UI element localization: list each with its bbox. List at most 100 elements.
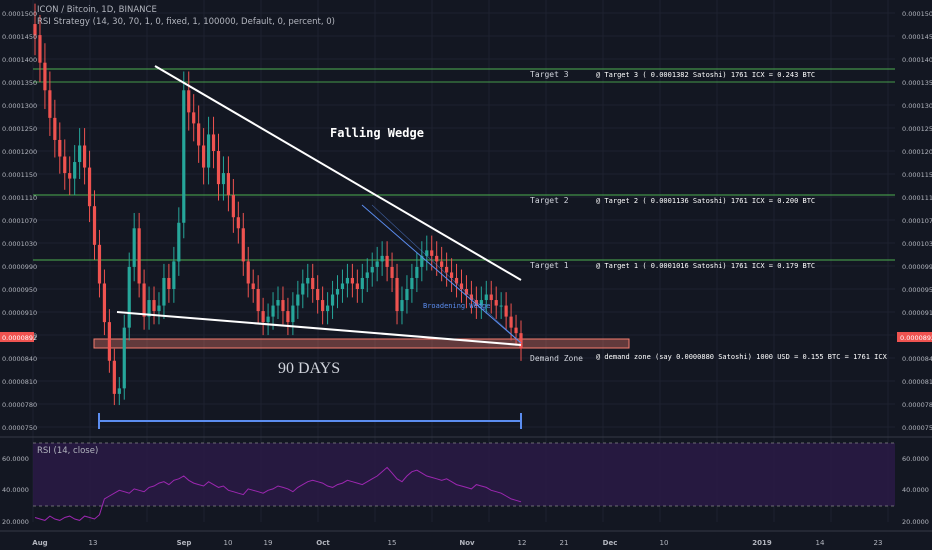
- price-tick-left: 0.0000750: [2, 424, 37, 432]
- demand-zone-box[interactable]: [93, 338, 630, 349]
- candle-body: [192, 112, 196, 124]
- current-price-badge-right: 0.0000892: [897, 332, 932, 342]
- price-tick-right: 0.0001030: [902, 240, 932, 248]
- candlestick-series: [33, 3, 523, 406]
- candle-body: [187, 90, 191, 113]
- broadening-wedge-label: Broadening Wedge: [423, 302, 490, 310]
- price-tick-right: 0.0000950: [902, 286, 932, 294]
- candle-body: [82, 145, 87, 168]
- candle-body: [375, 261, 379, 267]
- candle-body: [226, 173, 231, 196]
- candle-body: [296, 294, 300, 306]
- target-label: Target 2: [530, 196, 569, 205]
- candle-body: [112, 360, 116, 394]
- broadening-wedge-line-a[interactable]: [361, 204, 522, 344]
- price-tick-right: 0.0000810: [902, 378, 932, 386]
- price-tick-left: 0.0001150: [2, 171, 37, 179]
- price-tick-right: 0.0001250: [902, 125, 932, 133]
- candle-body: [301, 283, 305, 295]
- candle-body: [484, 294, 488, 301]
- candle-body: [420, 255, 424, 267]
- candle-body: [316, 289, 320, 301]
- candle-body: [197, 123, 201, 146]
- target-label: Target 1: [530, 261, 569, 270]
- candle-body: [365, 272, 369, 278]
- price-tick-left: 0.0000840: [2, 355, 37, 363]
- current-price-badge-left: 0.0000892: [0, 332, 37, 342]
- price-axis-right[interactable]: 0.0001500 0.0001450 0.0001400 0.0001350 0.00…: [902, 10, 932, 432]
- candle-body: [494, 300, 498, 306]
- candle-body: [370, 266, 374, 273]
- candle-body: [325, 305, 330, 312]
- price-tick-right: 0.0001070: [902, 217, 932, 225]
- candle-body: [92, 206, 97, 245]
- demand-zone-note: @ demand zone (say 0.0000880 Satoshi) 10…: [596, 353, 888, 361]
- candle-body: [256, 289, 260, 312]
- candle-body: [206, 134, 211, 168]
- target-annotations: Target 3 @ Target 3 ( 0.0001382 Satoshi) …: [530, 70, 815, 270]
- candle-body: [445, 266, 449, 273]
- price-tick-left: 0.0000990: [2, 263, 37, 271]
- rsi-series: [34, 466, 522, 521]
- broadening-wedge-line-b[interactable]: [371, 204, 522, 344]
- price-tick-right: 0.0000780: [902, 401, 932, 409]
- price-tick-right: 0.0000910: [902, 309, 932, 317]
- candle-body: [73, 162, 77, 179]
- time-tick: 19: [264, 539, 273, 547]
- price-tick-right: 0.0001300: [902, 102, 932, 110]
- rsi-tick-left: 60.0000: [2, 455, 29, 463]
- price-tick-left: 0.0000780: [2, 401, 37, 409]
- candle-body: [177, 222, 181, 262]
- candle-body: [430, 250, 434, 256]
- candle-body: [157, 305, 161, 312]
- candle-body: [360, 277, 364, 289]
- candle-body: [221, 173, 226, 185]
- candle-body: [152, 300, 156, 312]
- candle-body: [167, 277, 171, 289]
- svg-text:0.0000892: 0.0000892: [2, 334, 37, 342]
- range-bar[interactable]: [98, 413, 522, 429]
- time-tick: 12: [518, 539, 527, 547]
- candle-body: [459, 283, 464, 289]
- candle-body: [340, 283, 345, 289]
- candle-body: [345, 277, 350, 284]
- candle-body: [202, 145, 206, 168]
- rsi-tick-left: 20.0000: [2, 518, 29, 526]
- price-tick-left: 0.0001110: [2, 194, 37, 202]
- rsi-axis: 60.0000 60.0000 40.0000 40.0000 20.0000 20.00…: [2, 455, 929, 526]
- candle-body: [479, 300, 483, 306]
- candle-body: [53, 117, 57, 140]
- time-tick: 15: [388, 539, 397, 547]
- candle-body: [271, 305, 275, 317]
- candle-body: [261, 311, 265, 323]
- candle-body: [380, 255, 384, 262]
- time-tick: Sep: [177, 539, 192, 547]
- time-tick: Nov: [459, 539, 475, 547]
- wedge-lower-trendline[interactable]: [116, 311, 522, 346]
- demand-zone-label: Demand Zone: [530, 354, 583, 363]
- target-label: Target 3: [530, 70, 569, 79]
- price-tick-left: 0.0000810: [2, 378, 37, 386]
- wedge-upper-trendline[interactable]: [154, 65, 522, 281]
- strategy-label[interactable]: RSI Strategy (14, 30, 70, 1, 0, fixed, 1…: [37, 17, 336, 27]
- candle-body: [400, 300, 404, 312]
- candle-body: [350, 277, 354, 284]
- candle-body: [68, 173, 72, 179]
- candle-body: [405, 289, 409, 301]
- rsi-label[interactable]: RSI (14, close): [37, 446, 99, 456]
- candle-body: [231, 195, 235, 218]
- price-tick-left: 0.0000910: [2, 309, 37, 317]
- price-tick-left: 0.0001400: [2, 56, 37, 64]
- price-tick-right: 0.0001200: [902, 148, 932, 156]
- candle-body: [440, 261, 444, 267]
- ninety-days-label: 90 DAYS: [278, 360, 340, 377]
- time-axis[interactable]: Aug 13 Sep 10 19 Oct 15 Nov 12 21 Dec 10 2019 14 23: [0, 530, 932, 547]
- symbol-title[interactable]: ICON / Bitcoin, 1D, BINANCE: [37, 5, 157, 15]
- candle-body: [246, 261, 250, 284]
- candle-body: [291, 305, 295, 323]
- time-tick: Dec: [603, 539, 618, 547]
- candle-body: [410, 277, 414, 289]
- price-tick-right: 0.0001150: [902, 171, 932, 179]
- time-tick: 23: [874, 539, 883, 547]
